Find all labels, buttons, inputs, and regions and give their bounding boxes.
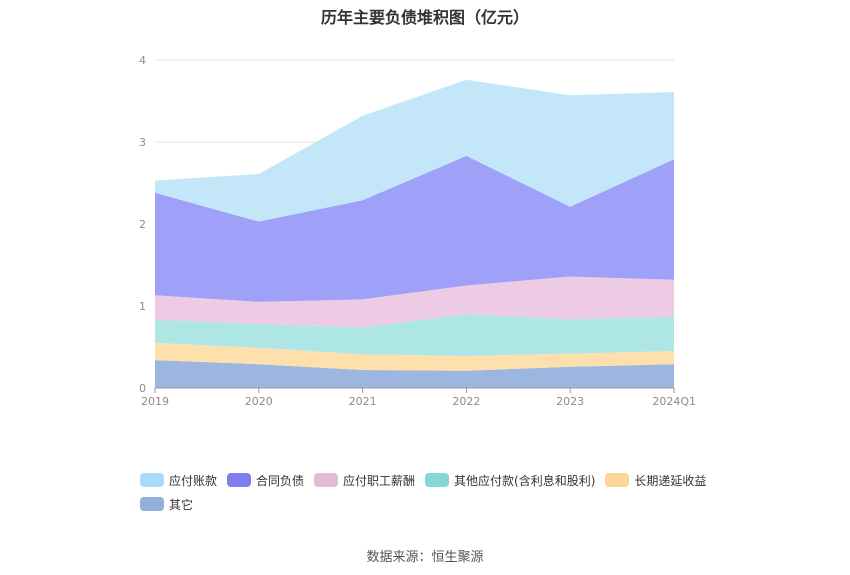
legend-item[interactable]: 应付职工薪酬 [314, 472, 415, 488]
chart-title: 历年主要负债堆积图（亿元） [320, 8, 529, 27]
x-tick-label: 2021 [349, 395, 377, 408]
legend-item[interactable]: 其它 [140, 496, 193, 512]
x-tick-label: 2024Q1 [652, 395, 696, 408]
legend-swatch [227, 473, 252, 487]
area-series-5[interactable]: 应付账款 [155, 79, 674, 222]
legend-swatch [140, 497, 164, 511]
legend-label: 其他应付款(含利息和股利) [454, 473, 596, 488]
area-series-1[interactable]: 长期递延收益 [155, 342, 674, 371]
legend-label: 长期递延收益 [634, 473, 707, 488]
legend-label: 应付账款 [169, 473, 218, 488]
legend-label: 合同负债 [256, 473, 305, 488]
y-tick-label: 1 [139, 300, 146, 313]
area-series-4[interactable]: 合同负债 [155, 155, 674, 302]
legend-item[interactable]: 合同负债 [227, 472, 304, 488]
area-series: 其它长期递延收益其他应付款(含利息和股利)应付职工薪酬合同负债应付账款 [155, 79, 674, 388]
y-tick-label: 3 [139, 136, 146, 149]
area-series-2[interactable]: 其他应付款(含利息和股利) [155, 314, 674, 356]
x-tick-label: 2020 [245, 395, 273, 408]
y-tick-label: 0 [139, 382, 146, 395]
data-source-note: 数据来源：恒生聚源 [366, 550, 484, 565]
x-tick-label: 2022 [452, 395, 480, 408]
legend-swatch [140, 473, 164, 487]
area-series-3[interactable]: 应付职工薪酬 [155, 276, 674, 328]
legend-swatch [425, 473, 450, 487]
axes: 0 1 2 3 4 2019 2020 2021 2022 2023 2024Q1 [139, 54, 696, 408]
legend-item[interactable]: 其他应付款(含利息和股利) [425, 472, 595, 488]
legend-item[interactable]: 长期递延收益 [605, 472, 706, 488]
legend-swatch [314, 473, 339, 487]
legend-swatch [605, 473, 630, 487]
x-tick-label: 2023 [556, 395, 584, 408]
area-series-0[interactable]: 其它 [155, 360, 674, 388]
legend-label: 其它 [169, 497, 194, 512]
y-tick-label: 4 [139, 54, 146, 67]
x-tick-label: 2019 [141, 395, 169, 408]
legend: 应付账款 合同负债 应付职工薪酬 其他应付款(含利息和股利) 长期递延收益其它 [140, 472, 740, 512]
legend-label: 应付职工薪酬 [343, 473, 416, 488]
y-tick-label: 2 [139, 218, 146, 231]
legend-item[interactable]: 应付账款 [140, 472, 217, 488]
